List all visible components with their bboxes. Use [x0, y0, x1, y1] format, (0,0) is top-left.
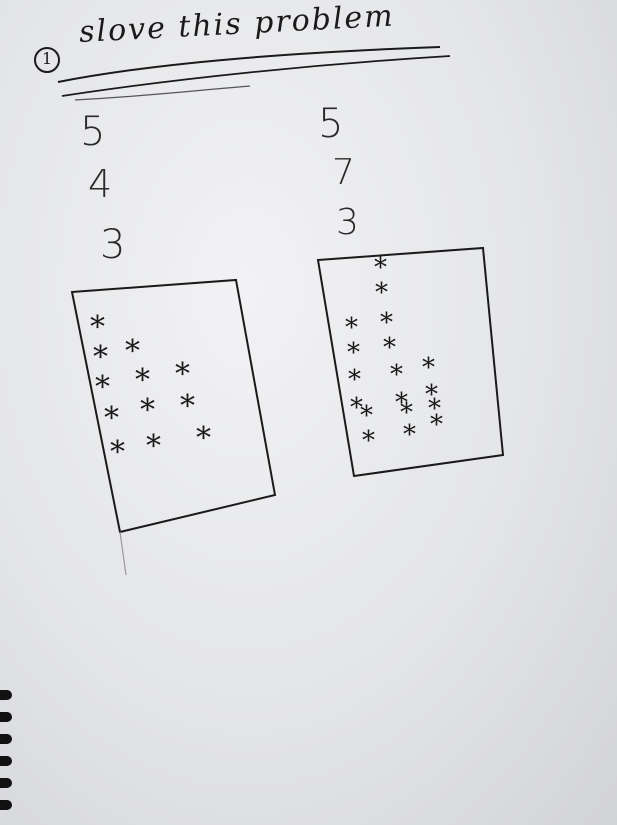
star: * — [93, 340, 108, 375]
heading-underline-2 — [61, 55, 451, 97]
star: * — [362, 426, 375, 456]
binding-ring — [0, 690, 12, 700]
star: * — [422, 353, 435, 383]
star: * — [125, 334, 140, 369]
star: * — [175, 357, 190, 392]
star: * — [95, 370, 110, 405]
binding-ring — [0, 778, 12, 788]
binding-ring — [0, 800, 12, 810]
star: * — [104, 401, 119, 436]
right-box — [316, 246, 505, 478]
star: * — [383, 333, 396, 363]
heading-underline-3 — [74, 85, 251, 101]
star: * — [360, 401, 373, 431]
star: * — [400, 398, 413, 428]
star: * — [395, 388, 408, 418]
star: * — [425, 380, 438, 410]
left-box — [70, 278, 277, 534]
star: * — [90, 310, 105, 345]
star: * — [375, 278, 388, 308]
star: * — [196, 421, 211, 456]
star: * — [430, 410, 443, 440]
star: * — [374, 253, 387, 283]
right-number-2: 7 — [332, 152, 355, 193]
binding-ring — [0, 734, 12, 744]
star: * — [180, 389, 195, 424]
star: * — [348, 365, 361, 395]
heading-underline-1 — [57, 46, 441, 83]
binding-ring — [0, 756, 12, 766]
star: * — [380, 308, 393, 338]
star: * — [345, 313, 358, 343]
heading-number-circle — [34, 47, 60, 73]
right-number-3: 3 — [336, 202, 359, 243]
left-number-3: 3 — [100, 222, 126, 268]
star: * — [390, 360, 403, 390]
star: * — [428, 394, 441, 424]
left-number-1: 5 — [80, 109, 106, 155]
star: * — [146, 429, 161, 464]
star: * — [403, 420, 416, 450]
left-number-2: 4 — [88, 162, 113, 206]
star: * — [347, 338, 360, 368]
star: * — [350, 393, 363, 423]
right-number-1: 5 — [318, 101, 344, 147]
star: * — [110, 435, 125, 470]
left-box-tail — [119, 531, 127, 576]
star: * — [140, 393, 155, 428]
star: * — [135, 363, 150, 398]
heading-number: 1 — [42, 49, 53, 68]
binding-ring — [0, 712, 12, 722]
